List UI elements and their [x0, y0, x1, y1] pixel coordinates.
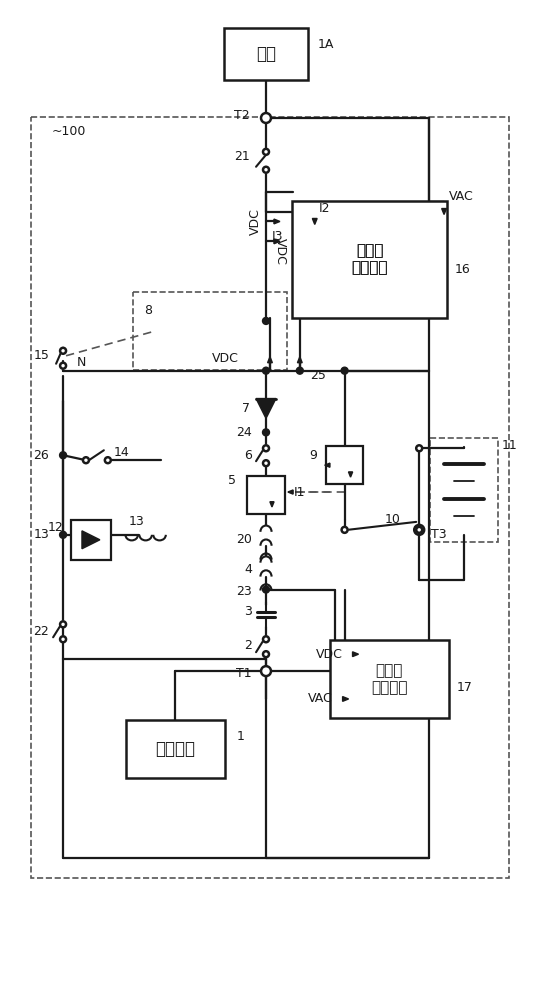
Circle shape — [416, 445, 422, 451]
Bar — [31, 117, 508, 878]
Polygon shape — [82, 531, 100, 549]
Text: 12: 12 — [47, 521, 63, 534]
Polygon shape — [312, 218, 317, 224]
Polygon shape — [268, 357, 272, 363]
Text: 13: 13 — [34, 528, 49, 541]
Text: 23: 23 — [236, 585, 252, 598]
Polygon shape — [297, 357, 302, 363]
Polygon shape — [325, 463, 330, 467]
Text: VDC: VDC — [316, 648, 343, 661]
Text: 交流电源: 交流电源 — [156, 740, 196, 758]
Text: 2: 2 — [244, 639, 252, 652]
Circle shape — [263, 317, 270, 324]
Text: 负载: 负载 — [256, 45, 276, 63]
Text: 13: 13 — [129, 515, 144, 528]
Circle shape — [105, 457, 111, 463]
Bar — [71, 520, 111, 560]
Text: VAC: VAC — [449, 190, 474, 203]
Text: 21: 21 — [235, 150, 250, 163]
Text: 9: 9 — [309, 449, 317, 462]
Circle shape — [263, 367, 270, 374]
Circle shape — [263, 460, 269, 466]
Text: VDC: VDC — [249, 208, 262, 235]
Polygon shape — [274, 239, 280, 244]
Text: 変換器
控制电路: 変換器 控制电路 — [351, 243, 387, 275]
Polygon shape — [256, 399, 276, 418]
Circle shape — [296, 367, 303, 374]
Text: I3: I3 — [272, 230, 284, 243]
Text: 10: 10 — [384, 513, 400, 526]
Polygon shape — [288, 490, 293, 494]
Text: 14: 14 — [114, 446, 130, 459]
Circle shape — [341, 367, 348, 374]
Polygon shape — [349, 472, 353, 477]
Circle shape — [263, 445, 269, 451]
Text: I1: I1 — [294, 486, 305, 499]
Circle shape — [60, 452, 67, 459]
Circle shape — [261, 113, 271, 123]
Text: 5: 5 — [228, 474, 236, 487]
Polygon shape — [343, 697, 349, 701]
Text: VDC: VDC — [274, 238, 287, 265]
Bar — [126, 720, 225, 778]
Text: 1: 1 — [237, 730, 245, 743]
Circle shape — [416, 527, 422, 533]
Bar — [224, 28, 308, 80]
Text: T3: T3 — [431, 528, 447, 541]
Text: VAC: VAC — [308, 692, 333, 705]
Text: 変換器
制御電路: 変換器 制御電路 — [351, 243, 387, 275]
Text: T2: T2 — [235, 109, 250, 122]
Text: ~100: ~100 — [51, 125, 85, 138]
Text: 20: 20 — [236, 533, 252, 546]
Text: 11: 11 — [502, 439, 518, 452]
Circle shape — [60, 531, 67, 538]
Circle shape — [60, 348, 66, 354]
Circle shape — [263, 636, 269, 642]
Text: 4: 4 — [244, 563, 252, 576]
Circle shape — [83, 457, 89, 463]
Circle shape — [263, 167, 269, 173]
Text: 24: 24 — [236, 426, 252, 439]
Text: 17: 17 — [457, 681, 473, 694]
Circle shape — [263, 651, 269, 657]
Bar — [330, 640, 449, 718]
Text: 25: 25 — [310, 369, 326, 382]
Circle shape — [60, 363, 66, 369]
Polygon shape — [270, 502, 274, 507]
Circle shape — [60, 636, 66, 642]
Text: 16: 16 — [455, 263, 470, 276]
Text: I2: I2 — [319, 202, 330, 215]
Circle shape — [261, 666, 271, 676]
Text: 1A: 1A — [318, 38, 334, 51]
Text: 8: 8 — [144, 304, 152, 317]
Circle shape — [60, 621, 66, 627]
Circle shape — [263, 586, 270, 593]
Text: 7: 7 — [242, 402, 250, 415]
Text: 6: 6 — [244, 449, 252, 462]
Bar — [133, 292, 287, 370]
Circle shape — [263, 149, 269, 155]
Bar — [293, 201, 447, 318]
Text: 22: 22 — [34, 625, 49, 638]
Text: 3: 3 — [244, 605, 252, 618]
Bar — [247, 476, 285, 514]
Text: T1: T1 — [237, 667, 252, 680]
Circle shape — [414, 525, 424, 535]
Polygon shape — [352, 652, 359, 657]
Polygon shape — [274, 219, 280, 224]
Text: 斩波器
控制电路: 斩波器 控制电路 — [371, 663, 408, 695]
Text: N: N — [76, 356, 86, 369]
Bar — [430, 438, 498, 542]
Text: VDC: VDC — [212, 352, 239, 365]
Text: 15: 15 — [33, 349, 49, 362]
Circle shape — [263, 429, 270, 436]
Polygon shape — [442, 209, 447, 214]
Circle shape — [342, 527, 348, 533]
Bar — [326, 446, 364, 484]
Text: 26: 26 — [34, 449, 49, 462]
